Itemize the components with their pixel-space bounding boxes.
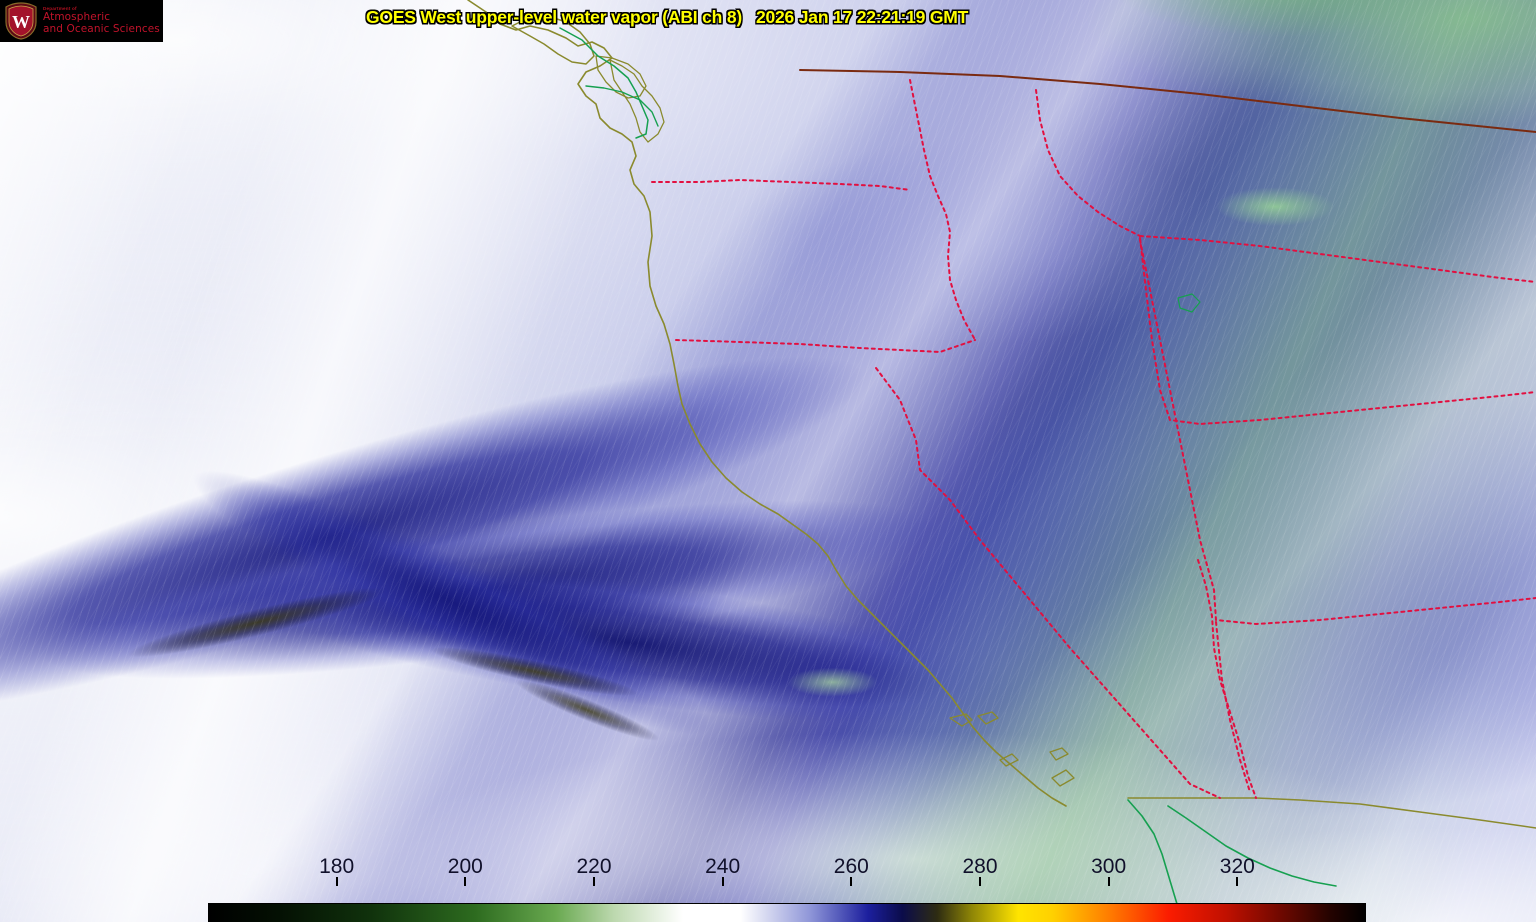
logo-line-atmospheric: Atmospheric xyxy=(43,11,111,24)
colorbar-tick-mark xyxy=(979,877,981,886)
colorbar-tick-label: 220 xyxy=(576,855,612,878)
border-mt-wy xyxy=(1139,235,1536,283)
colorbar-tick-mark xyxy=(721,877,724,886)
border-ca-az xyxy=(1197,559,1257,799)
colorbar-tick-mark xyxy=(464,877,467,886)
colorbar-tick-label: 240 xyxy=(705,855,741,878)
coastline-pacific xyxy=(467,0,1067,807)
border-nv-ca-diag xyxy=(875,367,1221,799)
coastline-baja-west xyxy=(1127,799,1181,915)
logo-department-label: Department of xyxy=(43,5,77,11)
border-canada-usa xyxy=(799,69,1536,133)
colorbar-tick-mark xyxy=(335,877,338,886)
colorbar-tick-label: 320 xyxy=(1219,855,1255,878)
colorbar-tick-label: 260 xyxy=(833,855,869,878)
colorbar-tick-mark xyxy=(850,877,853,886)
coastline-strait xyxy=(585,85,659,127)
coastline-gulf-of-california xyxy=(1167,805,1337,887)
coastline-channel-islands xyxy=(949,711,1075,787)
colorbar-labels: 180 200 220 240 260 280 300 320 xyxy=(208,855,1366,903)
colorbar-tick-label: 300 xyxy=(1091,855,1127,878)
border-az-nm xyxy=(1215,621,1251,793)
uw-aos-logo: W Department of Atmospheric and Oceanic … xyxy=(0,0,163,42)
colorbar-tick-label: 280 xyxy=(962,855,998,878)
colorbar-tick-label: 180 xyxy=(319,855,355,878)
coastline-inland-sea xyxy=(559,27,649,139)
border-wa-or xyxy=(651,179,911,191)
colorbar-container: 180 200 220 240 260 280 300 320 xyxy=(208,855,1366,922)
lake-great-salt xyxy=(1177,293,1201,313)
border-id-west xyxy=(909,79,975,339)
uw-crest-icon: W xyxy=(5,2,37,40)
coastline-vancouver-island xyxy=(511,15,595,65)
colorbar-tick-mark xyxy=(1107,877,1110,886)
logo-line-oceanic: and Oceanic Sciences xyxy=(43,22,160,35)
border-or-nv-ca xyxy=(675,339,976,353)
border-ut-nv xyxy=(1139,239,1536,625)
border-wy-co-ut xyxy=(1139,237,1536,425)
logo-text-block: Department of Atmospheric and Oceanic Sc… xyxy=(43,5,160,36)
border-mt-id xyxy=(1035,89,1141,237)
colorbar-gradient xyxy=(208,903,1366,922)
coastline-olympic-peninsula xyxy=(595,55,647,99)
border-us-mexico xyxy=(1127,797,1536,829)
colorbar-tick-mark xyxy=(1236,877,1239,886)
colorbar-tick-label: 200 xyxy=(447,855,483,878)
svg-text:W: W xyxy=(12,12,30,32)
product-title: GOES West upper-level water vapor (ABI c… xyxy=(366,7,969,27)
colorbar-tick-mark xyxy=(593,877,595,886)
